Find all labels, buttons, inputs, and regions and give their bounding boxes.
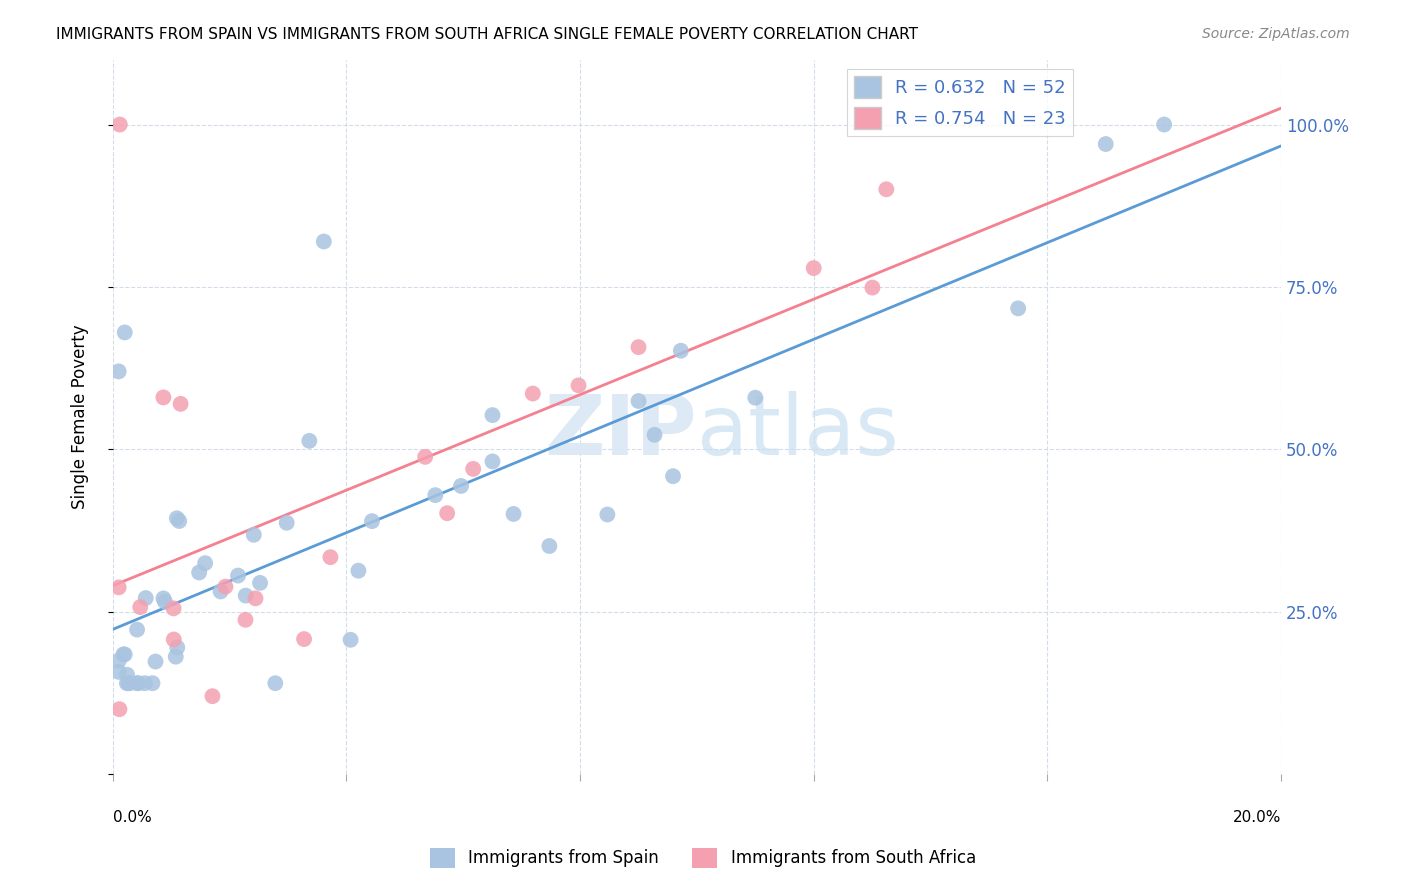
Point: [875, 182, 897, 196]
Text: atlas: atlas: [697, 391, 898, 472]
Point: [538, 539, 561, 553]
Point: [1007, 301, 1029, 316]
Point: [112, 648, 135, 662]
Point: [481, 454, 503, 468]
Point: [425, 488, 447, 502]
Point: [152, 591, 174, 606]
Point: [107, 654, 129, 668]
Point: [450, 479, 472, 493]
Point: [298, 434, 321, 448]
Text: 20.0%: 20.0%: [1233, 810, 1281, 825]
Point: [201, 689, 224, 703]
Point: [339, 632, 361, 647]
Point: [249, 575, 271, 590]
Point: [627, 394, 650, 409]
Point: [125, 623, 148, 637]
Point: [413, 450, 436, 464]
Legend: Immigrants from Spain, Immigrants from South Africa: Immigrants from Spain, Immigrants from S…: [423, 841, 983, 875]
Point: [163, 632, 186, 647]
Point: [1153, 118, 1175, 132]
Point: [162, 601, 184, 615]
Point: [141, 676, 163, 690]
Point: [107, 580, 129, 594]
Point: [235, 589, 257, 603]
Point: [669, 343, 692, 358]
Point: [125, 676, 148, 690]
Point: [117, 676, 139, 690]
Point: [662, 469, 685, 483]
Point: [166, 511, 188, 525]
Point: [115, 676, 138, 690]
Point: [1094, 136, 1116, 151]
Point: [115, 667, 138, 681]
Point: [165, 649, 187, 664]
Point: [152, 390, 174, 404]
Point: [292, 632, 315, 646]
Point: [245, 591, 267, 606]
Point: [347, 564, 370, 578]
Text: Source: ZipAtlas.com: Source: ZipAtlas.com: [1202, 27, 1350, 41]
Point: [744, 391, 766, 405]
Point: [644, 427, 666, 442]
Point: [319, 550, 342, 565]
Point: [361, 514, 384, 528]
Point: [264, 676, 287, 690]
Point: [194, 556, 217, 570]
Point: [862, 280, 884, 294]
Point: [276, 516, 298, 530]
Point: [145, 655, 167, 669]
Text: ZIP: ZIP: [544, 391, 697, 472]
Point: [522, 386, 544, 401]
Point: [481, 408, 503, 422]
Legend: R = 0.632   N = 52, R = 0.754   N = 23: R = 0.632 N = 52, R = 0.754 N = 23: [846, 69, 1073, 136]
Point: [114, 326, 136, 340]
Point: [803, 261, 825, 276]
Point: [627, 340, 650, 354]
Point: [135, 591, 157, 605]
Text: IMMIGRANTS FROM SPAIN VS IMMIGRANTS FROM SOUTH AFRICA SINGLE FEMALE POVERTY CORR: IMMIGRANTS FROM SPAIN VS IMMIGRANTS FROM…: [56, 27, 918, 42]
Point: [129, 600, 152, 615]
Point: [127, 676, 149, 690]
Point: [502, 507, 524, 521]
Point: [209, 584, 232, 599]
Point: [567, 378, 589, 392]
Point: [108, 702, 131, 716]
Point: [118, 676, 141, 690]
Point: [188, 566, 211, 580]
Point: [167, 514, 190, 528]
Point: [312, 235, 335, 249]
Point: [166, 640, 188, 655]
Point: [226, 568, 249, 582]
Y-axis label: Single Female Poverty: Single Female Poverty: [72, 325, 89, 509]
Point: [107, 364, 129, 378]
Point: [214, 580, 236, 594]
Point: [107, 665, 129, 679]
Point: [463, 462, 485, 476]
Point: [108, 118, 131, 132]
Point: [134, 676, 156, 690]
Point: [114, 648, 136, 662]
Point: [153, 595, 176, 609]
Point: [169, 397, 191, 411]
Point: [436, 506, 458, 520]
Text: 0.0%: 0.0%: [112, 810, 152, 825]
Point: [243, 528, 266, 542]
Point: [235, 613, 257, 627]
Point: [596, 508, 619, 522]
